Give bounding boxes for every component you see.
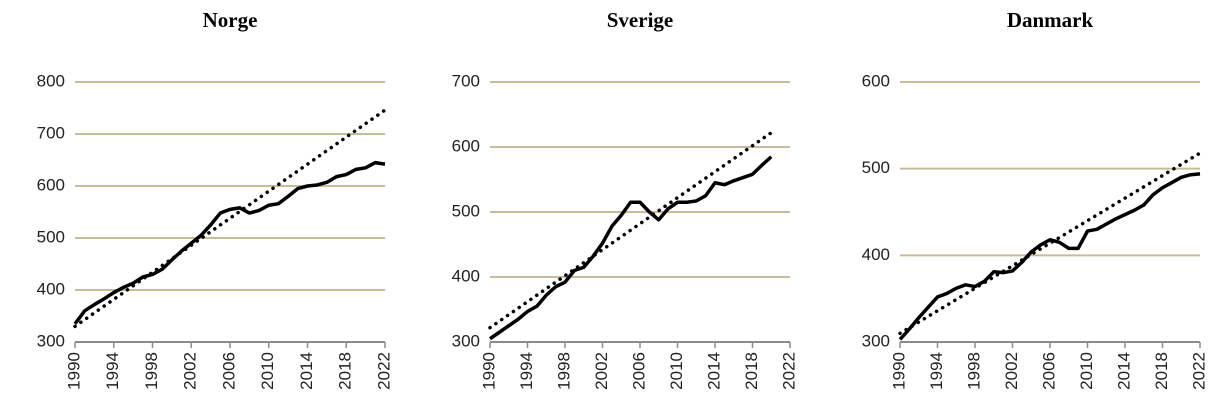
x-tick-label: 2002: [1002, 352, 1021, 390]
y-tick-label: 800: [37, 71, 65, 90]
x-tick-label: 2002: [181, 352, 200, 390]
x-tick-label: 2014: [297, 352, 316, 390]
x-tick-label: 1994: [103, 352, 122, 390]
y-tick-label: 500: [862, 158, 890, 177]
x-tick-label: 2018: [742, 352, 761, 390]
chart-title: Norge: [203, 8, 258, 32]
chart-title: Sverige: [607, 8, 673, 32]
x-tick-label: 2002: [592, 352, 611, 390]
y-tick-label: 300: [862, 331, 890, 350]
x-tick-label: 2006: [1039, 352, 1058, 390]
y-tick-label: 300: [452, 331, 480, 350]
x-tick-label: 2014: [704, 352, 723, 390]
x-tick-label: 1990: [64, 352, 83, 390]
x-tick-label: 2018: [336, 352, 355, 390]
y-tick-label: 400: [37, 279, 65, 298]
x-tick-label: 1998: [142, 352, 161, 390]
chart-title: Danmark: [1007, 8, 1094, 32]
x-tick-label: 1990: [479, 352, 498, 390]
y-tick-label: 700: [452, 71, 480, 90]
x-tick-label: 2022: [374, 352, 393, 390]
x-tick-label: 1990: [889, 352, 908, 390]
x-tick-label: 1994: [517, 352, 536, 390]
trend-line: [488, 130, 773, 330]
y-tick-label: 600: [37, 175, 65, 194]
x-tick-label: 2022: [1189, 352, 1208, 390]
y-tick-label: 500: [37, 227, 65, 246]
x-tick-label: 1998: [964, 352, 983, 390]
x-tick-label: 2014: [1114, 352, 1133, 390]
x-tick-label: 1994: [927, 352, 946, 390]
x-tick-label: 2018: [1152, 352, 1171, 390]
y-tick-label: 600: [862, 71, 890, 90]
x-tick-label: 2022: [779, 352, 798, 390]
data-line: [898, 172, 1201, 341]
trend-line: [898, 151, 1202, 336]
y-tick-label: 500: [452, 201, 480, 220]
x-tick-label: 1998: [554, 352, 573, 390]
x-tick-label: 2006: [219, 352, 238, 390]
y-tick-label: 400: [862, 245, 890, 264]
trend-line: [73, 108, 387, 329]
y-tick-label: 700: [37, 123, 65, 142]
y-tick-label: 400: [452, 266, 480, 285]
x-tick-label: 2010: [258, 352, 277, 390]
data-line: [489, 155, 773, 341]
y-tick-label: 300: [37, 331, 65, 350]
x-tick-label: 2010: [1077, 352, 1096, 390]
y-tick-label: 600: [452, 136, 480, 155]
x-tick-label: 2010: [667, 352, 686, 390]
x-tick-label: 2006: [629, 352, 648, 390]
data-line: [73, 160, 386, 325]
